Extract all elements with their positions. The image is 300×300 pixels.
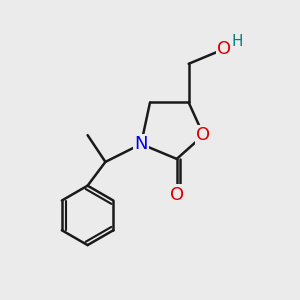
Text: N: N [134, 135, 148, 153]
Text: H: H [231, 34, 242, 49]
Text: O: O [196, 126, 211, 144]
Text: O: O [170, 186, 184, 204]
Text: O: O [217, 40, 231, 58]
